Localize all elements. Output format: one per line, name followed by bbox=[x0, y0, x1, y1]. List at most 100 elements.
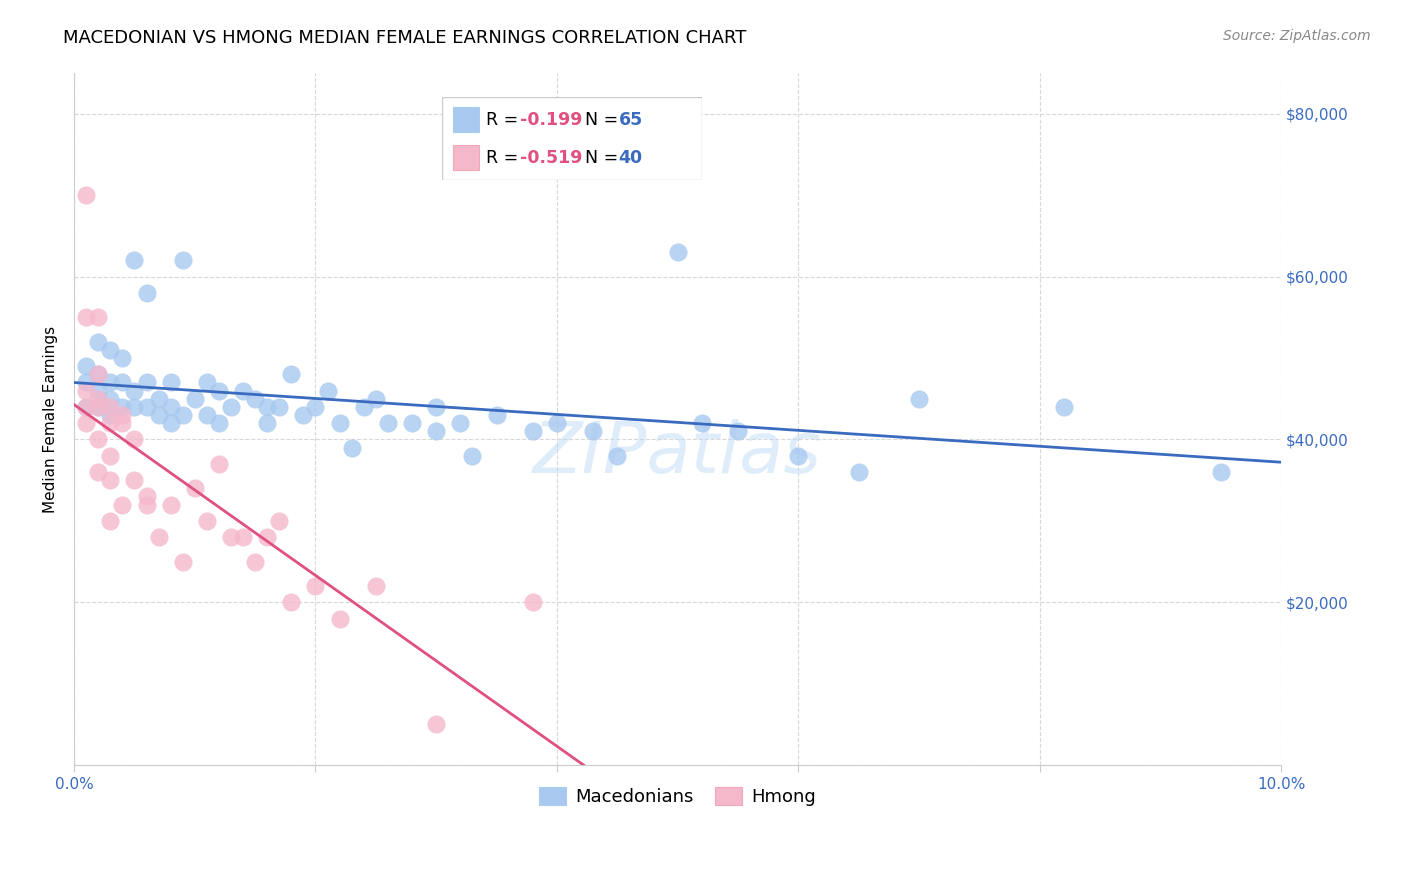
Point bbox=[75, 400, 97, 414]
Point bbox=[280, 595, 302, 609]
Point bbox=[124, 433, 146, 447]
Point bbox=[666, 245, 689, 260]
Point bbox=[848, 465, 870, 479]
Point bbox=[75, 400, 97, 414]
Point bbox=[124, 473, 146, 487]
Point bbox=[256, 530, 278, 544]
Point bbox=[364, 579, 387, 593]
Point bbox=[124, 253, 146, 268]
Legend: Macedonians, Hmong: Macedonians, Hmong bbox=[530, 778, 825, 815]
Point bbox=[219, 530, 242, 544]
Point bbox=[269, 514, 291, 528]
Point bbox=[111, 416, 134, 430]
Point bbox=[269, 400, 291, 414]
Point bbox=[219, 400, 242, 414]
Point bbox=[75, 376, 97, 390]
Point bbox=[75, 359, 97, 373]
Point bbox=[87, 334, 110, 349]
Point bbox=[461, 449, 484, 463]
Point bbox=[340, 441, 363, 455]
Point bbox=[280, 368, 302, 382]
Point bbox=[135, 285, 157, 300]
Point bbox=[98, 473, 121, 487]
Point bbox=[98, 376, 121, 390]
Point bbox=[316, 384, 339, 398]
Point bbox=[377, 416, 399, 430]
Point bbox=[98, 449, 121, 463]
Point bbox=[292, 408, 315, 422]
Point bbox=[329, 416, 352, 430]
Point bbox=[1209, 465, 1232, 479]
Point bbox=[232, 530, 254, 544]
Point bbox=[243, 392, 266, 406]
Point bbox=[449, 416, 471, 430]
Point bbox=[98, 416, 121, 430]
Point bbox=[425, 400, 447, 414]
Point bbox=[184, 392, 207, 406]
Text: ZIPatlas: ZIPatlas bbox=[533, 419, 823, 488]
Point bbox=[87, 400, 110, 414]
Point bbox=[87, 384, 110, 398]
Point bbox=[256, 416, 278, 430]
Point bbox=[75, 416, 97, 430]
Point bbox=[159, 498, 181, 512]
Point bbox=[135, 400, 157, 414]
Point bbox=[232, 384, 254, 398]
Point bbox=[425, 717, 447, 731]
Point bbox=[159, 376, 181, 390]
Point bbox=[256, 400, 278, 414]
Point bbox=[364, 392, 387, 406]
Point bbox=[75, 310, 97, 325]
Point bbox=[195, 408, 218, 422]
Point bbox=[135, 498, 157, 512]
Point bbox=[111, 400, 134, 414]
Point bbox=[111, 351, 134, 365]
Point bbox=[75, 384, 97, 398]
Point bbox=[87, 433, 110, 447]
Point bbox=[98, 392, 121, 406]
Point bbox=[172, 253, 194, 268]
Point bbox=[1053, 400, 1076, 414]
Point bbox=[148, 530, 170, 544]
Point bbox=[401, 416, 423, 430]
Point bbox=[690, 416, 713, 430]
Point bbox=[172, 555, 194, 569]
Point bbox=[208, 416, 231, 430]
Point bbox=[159, 400, 181, 414]
Point bbox=[87, 310, 110, 325]
Point bbox=[787, 449, 810, 463]
Point bbox=[111, 498, 134, 512]
Point bbox=[87, 465, 110, 479]
Point bbox=[98, 400, 121, 414]
Point bbox=[195, 514, 218, 528]
Point bbox=[98, 514, 121, 528]
Point bbox=[582, 425, 605, 439]
Point bbox=[727, 425, 749, 439]
Point bbox=[304, 400, 326, 414]
Point bbox=[546, 416, 568, 430]
Point bbox=[124, 400, 146, 414]
Point bbox=[135, 376, 157, 390]
Point bbox=[208, 457, 231, 471]
Point bbox=[353, 400, 375, 414]
Point bbox=[522, 595, 544, 609]
Point bbox=[87, 368, 110, 382]
Point bbox=[606, 449, 628, 463]
Text: MACEDONIAN VS HMONG MEDIAN FEMALE EARNINGS CORRELATION CHART: MACEDONIAN VS HMONG MEDIAN FEMALE EARNIN… bbox=[63, 29, 747, 46]
Point bbox=[148, 392, 170, 406]
Point bbox=[485, 408, 508, 422]
Point bbox=[75, 188, 97, 202]
Point bbox=[172, 408, 194, 422]
Y-axis label: Median Female Earnings: Median Female Earnings bbox=[44, 326, 58, 513]
Point bbox=[208, 384, 231, 398]
Point bbox=[304, 579, 326, 593]
Point bbox=[329, 612, 352, 626]
Point bbox=[243, 555, 266, 569]
Point bbox=[111, 376, 134, 390]
Point bbox=[148, 408, 170, 422]
Point bbox=[184, 481, 207, 495]
Point bbox=[522, 425, 544, 439]
Point bbox=[87, 368, 110, 382]
Point bbox=[135, 490, 157, 504]
Point bbox=[98, 343, 121, 357]
